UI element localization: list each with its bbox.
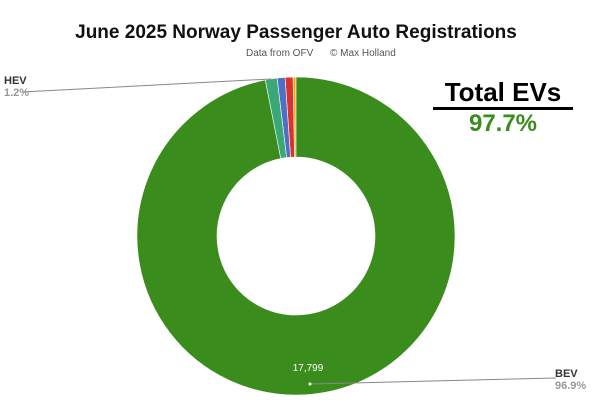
hev-percent: 1.2% <box>4 87 30 99</box>
hev-label: HEV 1.2% <box>4 75 29 99</box>
total-evs-value: 97.7% <box>468 110 538 137</box>
data-source-note: Data from OFV <box>246 48 314 59</box>
bev-name: BEV <box>555 368 578 380</box>
total-evs-callout: Total EVs 97.7% <box>433 78 573 137</box>
hev-name: HEV <box>4 75 27 87</box>
chart-subtitle: Data from OFV © Max Holland <box>246 48 410 59</box>
bev-percent: 96.9% <box>555 380 587 392</box>
hev-leader-line <box>21 78 272 93</box>
bev-label: BEV 96.9% <box>555 368 586 392</box>
bev-count-label: 17,799 <box>293 363 324 374</box>
donut-slice-bev <box>136 76 456 396</box>
chart-title: June 2025 Norway Passenger Auto Registra… <box>75 22 517 43</box>
bev-leader-line <box>309 377 557 385</box>
total-evs-label: Total EVs <box>433 78 573 110</box>
credit-note: © Max Holland <box>330 48 396 59</box>
bev-leader-dot <box>308 382 312 386</box>
